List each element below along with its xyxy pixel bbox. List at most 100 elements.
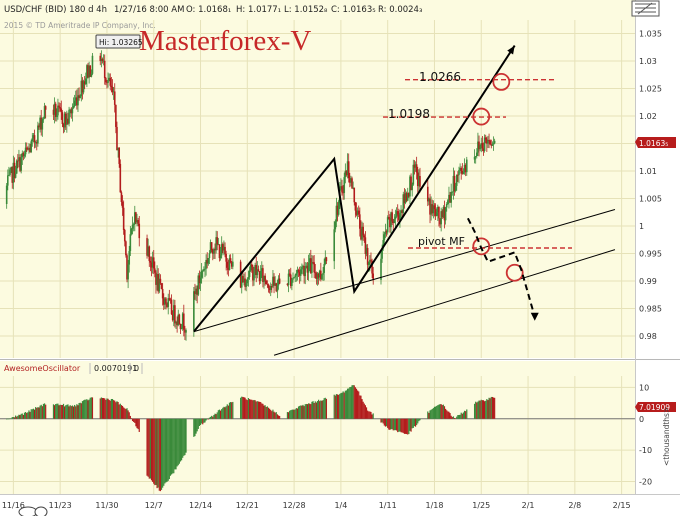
oscillator-bar — [129, 415, 131, 419]
projection-arrow-head — [530, 312, 539, 321]
candle-body — [152, 257, 155, 269]
oscillator-bar — [276, 414, 278, 419]
oscillator-bar — [484, 401, 486, 419]
candle-body — [106, 82, 108, 84]
candle-body — [356, 210, 359, 215]
candle-body — [360, 228, 362, 240]
candle-body — [132, 224, 135, 226]
candle-body — [210, 242, 213, 251]
candle-body — [269, 286, 272, 291]
oscillator-bar — [313, 403, 315, 419]
candle-body — [478, 141, 480, 150]
candle-body — [158, 278, 161, 292]
candle-body — [24, 147, 27, 155]
candle-body — [205, 259, 207, 269]
oscillator-bar — [404, 418, 407, 434]
oscillator-bar — [446, 410, 448, 419]
oscillator-bar — [45, 404, 47, 419]
oscillator-bar — [408, 418, 410, 435]
candle-body — [118, 147, 121, 164]
candle-body — [488, 140, 490, 141]
candle-body — [220, 244, 223, 256]
oscillator-bar — [245, 399, 247, 419]
y-tick-label: 0.98 — [639, 332, 657, 341]
oscillator-bar — [348, 388, 350, 419]
oscillator-bar — [492, 397, 495, 419]
scroll-handle[interactable] — [18, 506, 48, 516]
candle-body — [109, 77, 112, 86]
oscillator-bar — [306, 404, 309, 419]
oscillator-bar — [107, 398, 109, 419]
candle-body — [399, 212, 401, 220]
candle-body — [218, 244, 221, 259]
candle-body — [493, 140, 496, 144]
oscillator-bar — [286, 412, 289, 419]
osc-tick-label: 10 — [639, 383, 649, 392]
oscillator-bar — [178, 418, 180, 464]
candle-body — [249, 264, 252, 271]
oscillator-bar — [70, 406, 72, 419]
candle-body — [125, 241, 127, 256]
candle-body — [252, 266, 254, 281]
candle-body — [323, 263, 325, 273]
candle-body — [349, 178, 351, 183]
oscillator-bar — [197, 418, 199, 429]
oscillator-bar — [270, 409, 272, 419]
oscillator-bar — [174, 418, 176, 470]
candle-body — [385, 231, 388, 233]
date-label: 1/27/16 8:00 AM — [114, 5, 184, 15]
oscillator-bar — [124, 408, 126, 419]
oscillator-bar — [227, 405, 229, 419]
candle-body — [32, 135, 35, 139]
oscillator-bar — [459, 414, 461, 419]
oscillator-bar — [257, 401, 260, 419]
candle-body — [137, 219, 139, 224]
candle-body — [72, 105, 75, 109]
oscillator-bar — [345, 390, 348, 419]
oscillator-bar — [165, 418, 167, 483]
candle-body — [232, 261, 234, 267]
oscillator-bar — [393, 418, 395, 431]
candle-body — [274, 283, 276, 286]
candle-body — [77, 95, 79, 106]
y-tick-label: 0.995 — [639, 250, 662, 259]
candle-body — [292, 278, 294, 280]
candle-body — [22, 153, 25, 157]
candle-body — [253, 273, 255, 281]
candle-body — [383, 234, 386, 241]
oscillator-bar — [12, 417, 14, 419]
candle-body — [286, 283, 289, 286]
candle-body — [88, 65, 90, 78]
oscillator-last-badge: 7.01909 — [635, 402, 676, 412]
oscillator-bar — [482, 400, 485, 419]
oscillator-pane[interactable] — [0, 361, 635, 494]
candle-body — [317, 273, 320, 278]
candle-body — [207, 257, 210, 264]
candle-body — [393, 219, 396, 223]
candle-body — [486, 139, 488, 144]
candle-body — [206, 259, 209, 264]
oscillator-bar — [168, 418, 170, 480]
oscillator-bar — [64, 406, 66, 419]
drawings — [193, 45, 616, 356]
candle-body — [278, 278, 281, 284]
candle-body — [404, 193, 407, 203]
candle-body — [452, 175, 455, 192]
collapse-button[interactable] — [631, 0, 660, 17]
x-tick-label: 11/23 — [49, 501, 72, 510]
candle-body — [415, 164, 418, 173]
osc-tick-label: -20 — [639, 477, 652, 486]
low-label: L: 1.0152₈ — [284, 5, 328, 15]
candle-body — [384, 231, 387, 235]
candle-body — [316, 273, 319, 279]
oscillator-bar — [152, 418, 154, 482]
oscillator-bar — [291, 409, 293, 419]
candle-body — [341, 186, 343, 193]
candle-body — [289, 274, 292, 286]
candle-body — [21, 153, 24, 158]
oscillator-bar — [370, 411, 372, 419]
oscillator-bar — [30, 409, 32, 419]
candle-body — [100, 58, 103, 62]
